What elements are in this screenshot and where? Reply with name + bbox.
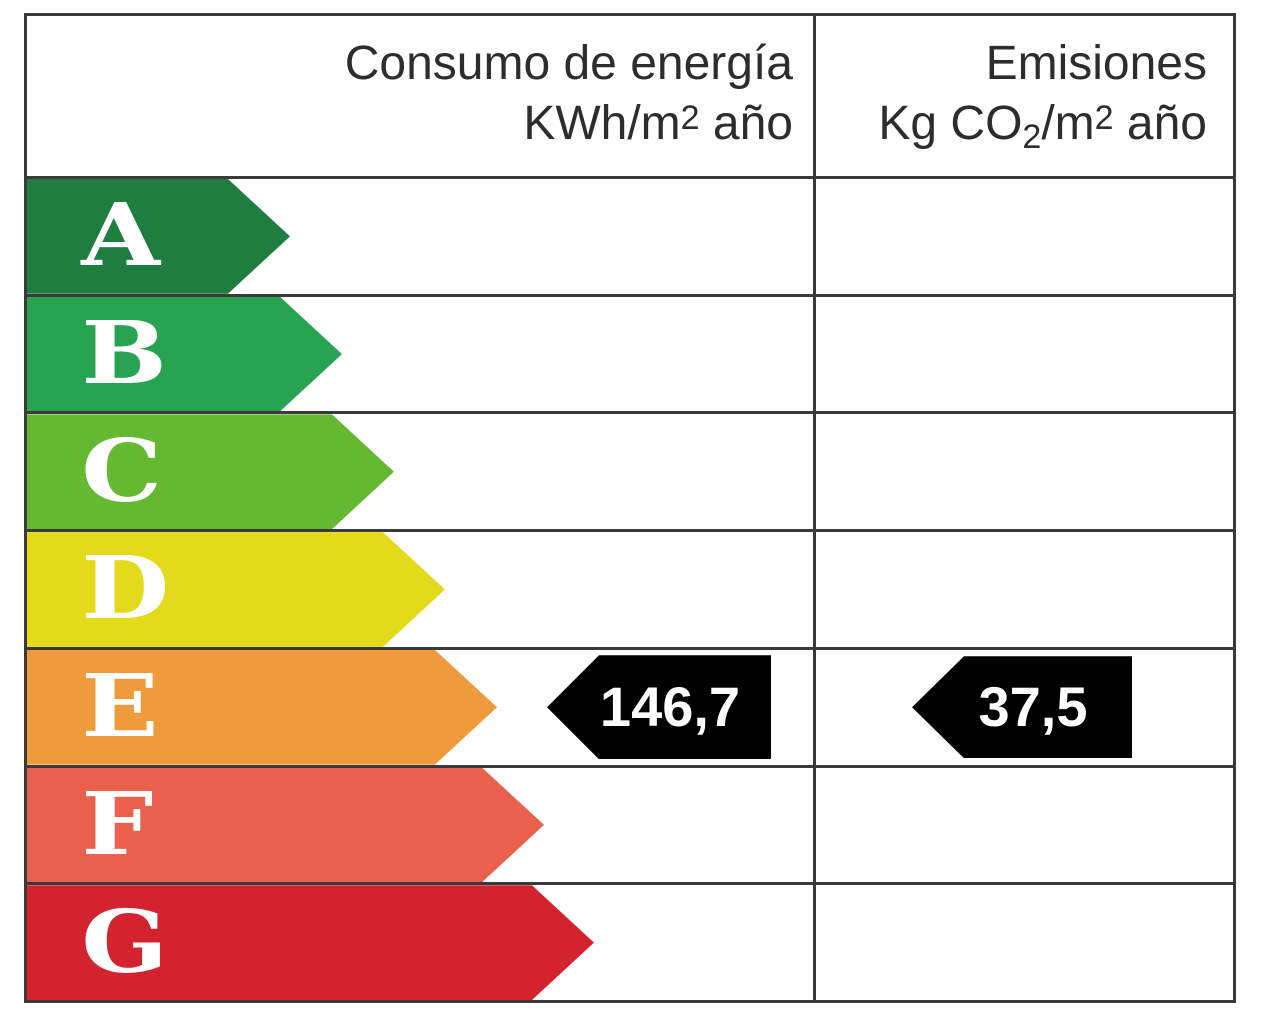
rating-letter-a: A [81,185,161,287]
emissions-title: Emisiones [985,37,1207,90]
emissions-value-marker: 37,5 [912,656,1132,759]
rating-row-e: E 146,7 37,5 [27,646,1233,765]
rating-row-b: B [27,293,1233,412]
superscript-2: 2 [680,99,700,137]
rating-letter-c: C [81,420,163,522]
consumption-units: KWh/m2 año [523,97,793,150]
rating-band-f: F [27,768,544,883]
rating-band-b: B [27,297,342,412]
subscript-2: 2 [1022,118,1042,156]
rating-row-f: F [27,764,1233,883]
rating-band-g: G [27,885,594,1000]
rating-band-e: E [27,650,497,765]
rating-letter-d: D [81,538,170,640]
consumption-column-header: Consumo de energía KWh/m2 año [27,16,816,176]
rating-letter-f: F [81,773,154,875]
rating-band-d: D [27,532,445,647]
emissions-column-header: Emisiones Kg CO2/m2 año [816,16,1233,176]
table-header: Consumo de energía KWh/m2 año Emisiones … [27,16,1233,176]
rating-band-a: A [27,179,290,294]
rating-row-g: G [27,882,1233,1000]
rating-table: Consumo de energía KWh/m2 año Emisiones … [24,13,1236,1003]
emissions-units: Kg CO2/m2 año [878,97,1207,156]
rating-letter-g: G [81,891,168,993]
rating-letter-e: E [81,656,159,758]
consumption-title: Consumo de energía [344,37,793,90]
rating-row-d: D [27,529,1233,647]
emissions-value: 37,5 [978,675,1088,739]
superscript-2: 2 [1094,99,1114,137]
rating-row-c: C [27,411,1233,530]
rating-letter-b: B [81,303,168,405]
consumption-value: 146,7 [599,675,741,739]
rating-row-a: A [27,176,1233,294]
consumption-value-marker: 146,7 [547,655,771,760]
rating-band-c: C [27,414,394,529]
